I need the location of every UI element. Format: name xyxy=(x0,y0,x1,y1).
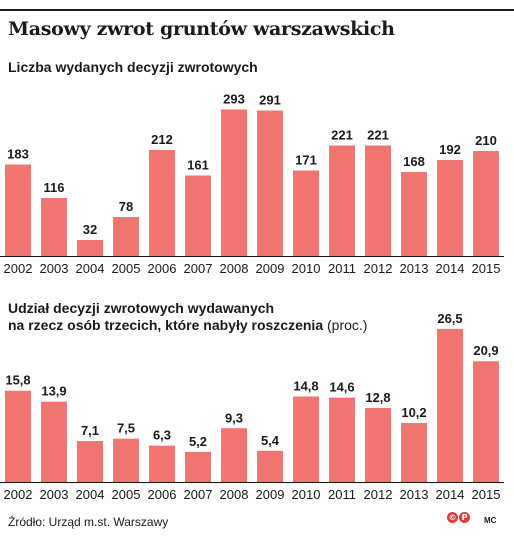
chart2-value-label: 26,5 xyxy=(437,311,462,326)
chart2-title: Udział decyzji zwrotowych wydawanych na … xyxy=(8,300,367,334)
chart2-title-line2: na rzecz osób trzecich, które nabyły ros… xyxy=(8,317,324,333)
chart1-tick-label: 2006 xyxy=(148,261,177,276)
chart2-tick-label: 2015 xyxy=(472,487,501,502)
chart1-bar-2008 xyxy=(221,109,247,256)
chart1-value-label: 192 xyxy=(439,142,461,157)
chart1-bar-2003 xyxy=(41,198,67,256)
chart1-tick-label: 2014 xyxy=(436,261,465,276)
chart1-value-label: 168 xyxy=(403,154,425,169)
chart2-value-label: 9,3 xyxy=(225,410,243,425)
chart2-value-label: 15,8 xyxy=(5,373,30,388)
chart2-value-label: 13,9 xyxy=(41,384,66,399)
chart1-value-label: 183 xyxy=(7,147,29,162)
chart1-value-label: 78 xyxy=(119,199,133,214)
chart1-bar-2012 xyxy=(365,145,391,256)
chart2-value-label: 10,2 xyxy=(401,405,426,420)
chart2-value-label: 7,5 xyxy=(117,421,135,436)
chart2-tick-label: 2010 xyxy=(292,487,321,502)
chart2-tick-label: 2005 xyxy=(112,487,141,502)
chart1-bar-2009 xyxy=(257,110,283,256)
chart2-tick-label: 2007 xyxy=(184,487,213,502)
chart1-value-label: 161 xyxy=(187,158,209,173)
top-rule xyxy=(0,9,514,11)
chart2-tick-label: 2002 xyxy=(4,487,33,502)
chart1-title: Liczba wydanych decyzji zwrotowych xyxy=(8,59,258,75)
chart2-bar-2003 xyxy=(41,401,67,482)
chart2-value-label: 14,6 xyxy=(329,380,354,395)
chart1-tick-label: 2009 xyxy=(256,261,285,276)
chart1-tick-label: 2005 xyxy=(112,261,141,276)
chart1-value-label: 116 xyxy=(44,180,65,195)
chart2-tick-label: 2008 xyxy=(220,487,249,502)
chart2-tick-label: 2006 xyxy=(148,487,177,502)
chart2-tick-label: 2003 xyxy=(40,487,69,502)
chart1-tick-label: 2010 xyxy=(292,261,321,276)
chart1-bar-2002 xyxy=(5,164,31,256)
chart2-tick-label: 2014 xyxy=(436,487,465,502)
chart1-tick-label: 2011 xyxy=(328,261,356,276)
chart1-tick-label: 2002 xyxy=(4,261,33,276)
chart2-value-label: 20,9 xyxy=(473,343,498,358)
author-initials: MC xyxy=(484,516,497,525)
chart-title: Masowy zwrot gruntów warszawskich xyxy=(8,18,395,40)
chart2-value-label: 12,8 xyxy=(365,390,390,405)
chart1-tick-label: 2012 xyxy=(364,261,393,276)
chart1-value-label: 171 xyxy=(295,153,317,168)
publisher-logo-icon: P xyxy=(459,512,470,523)
chart2-bar-2013 xyxy=(401,423,427,482)
chart2-bar-2009 xyxy=(257,450,283,482)
chart1-bar-2007 xyxy=(185,175,211,256)
chart2-value-label: 5,4 xyxy=(261,433,280,448)
chart2-value-label: 14,8 xyxy=(293,378,318,393)
chart2-tick-label: 2012 xyxy=(364,487,393,502)
chart2-tick-label: 2004 xyxy=(76,487,105,502)
chart2-tick-label: 2011 xyxy=(328,487,356,502)
chart1-value-label: 291 xyxy=(259,93,281,108)
chart1-tick-label: 2008 xyxy=(220,261,249,276)
chart1-tick-label: 2004 xyxy=(76,261,105,276)
chart2-bar-2015 xyxy=(473,361,499,482)
chart2-unit: (proc.) xyxy=(327,317,368,333)
chart2-bar-2006 xyxy=(149,445,175,482)
chart2-bar-2004 xyxy=(77,440,103,482)
chart2-tick-label: 2009 xyxy=(256,487,285,502)
chart1-value-label: 221 xyxy=(331,128,353,143)
chart2-bar-2005 xyxy=(113,438,139,482)
chart1-bar-2014 xyxy=(437,160,463,256)
chart1-value-label: 221 xyxy=(367,128,389,143)
chart1-value-label: 293 xyxy=(223,92,245,107)
chart1-tick-label: 2003 xyxy=(40,261,69,276)
chart1-value-label: 212 xyxy=(151,132,173,147)
chart2-bar-2012 xyxy=(365,408,391,482)
source-note: Źródło: Urząd m.st. Warszawy xyxy=(8,515,169,529)
chart1-tick-label: 2013 xyxy=(400,261,429,276)
chart2-bar-2007 xyxy=(185,451,211,482)
chart2-value-label: 5,2 xyxy=(189,434,207,449)
chart2-bar-2002 xyxy=(5,390,31,482)
chart2-bar-2011 xyxy=(329,397,355,482)
chart1-bar-2005 xyxy=(113,217,139,256)
copyright-logo-icon: © xyxy=(447,512,458,523)
chart2-bar-2010 xyxy=(293,396,319,482)
chart1-bar-2010 xyxy=(293,170,319,256)
chart1-bar-2013 xyxy=(401,172,427,256)
chart1-bar-2015 xyxy=(473,151,499,256)
chart1-value-label: 210 xyxy=(475,133,497,148)
chart2-bar-2014 xyxy=(437,328,463,482)
chart1-bar-2006 xyxy=(149,150,175,256)
chart2-bar-2008 xyxy=(221,428,247,482)
chart2-value-label: 6,3 xyxy=(153,428,171,443)
chart1-value-label: 32 xyxy=(83,222,97,237)
chart2-tick-label: 2013 xyxy=(400,487,429,502)
chart2-title-line1: Udział decyzji zwrotowych wydawanych xyxy=(8,300,275,316)
chart2-value-label: 7,1 xyxy=(81,423,99,438)
chart1-tick-label: 2007 xyxy=(184,261,213,276)
chart1-tick-label: 2015 xyxy=(472,261,501,276)
chart1-bar-2011 xyxy=(329,145,355,256)
chart1-bar-2004 xyxy=(77,240,103,256)
